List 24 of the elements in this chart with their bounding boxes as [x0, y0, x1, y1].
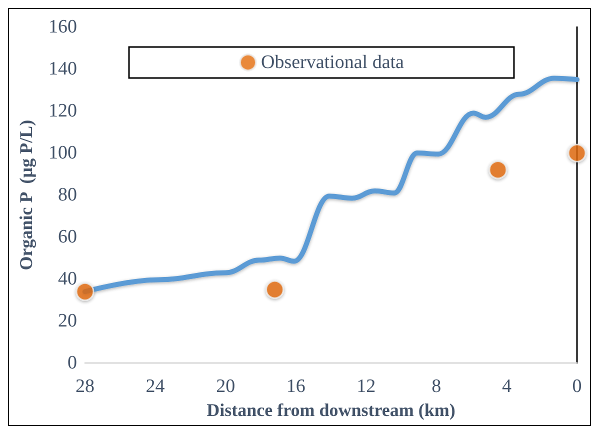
- y-tick-label: 140: [48, 58, 77, 80]
- y-tick-label: 60: [58, 226, 77, 248]
- y-tick-label: 40: [58, 268, 77, 290]
- point: [266, 280, 284, 299]
- point: [568, 144, 586, 162]
- legend-label: Observational data: [261, 52, 405, 73]
- y-tick-label: 160: [48, 16, 77, 38]
- x-tick-label: 0: [572, 376, 582, 398]
- y-tick-label: 0: [68, 352, 77, 374]
- y-tick-label: 80: [58, 184, 77, 206]
- point: [76, 282, 94, 301]
- x-tick-label: 16: [286, 376, 306, 398]
- x-tick-label: 20: [216, 376, 236, 398]
- x-tick-label: 4: [502, 376, 512, 398]
- y-axis-title: Organic P (µg P/L): [16, 120, 36, 270]
- y-tick-label: 20: [58, 310, 77, 332]
- x-tick-label: 12: [356, 376, 376, 398]
- x-axis-title: Distance from downstream (km): [206, 400, 456, 420]
- y-tick-label: 120: [48, 100, 77, 122]
- x-tick-label: 24: [146, 376, 166, 398]
- point: [488, 160, 508, 180]
- y-tick-label: 100: [48, 142, 77, 164]
- x-tick-label: 28: [76, 376, 94, 398]
- x-tick-label: 8: [432, 376, 442, 398]
